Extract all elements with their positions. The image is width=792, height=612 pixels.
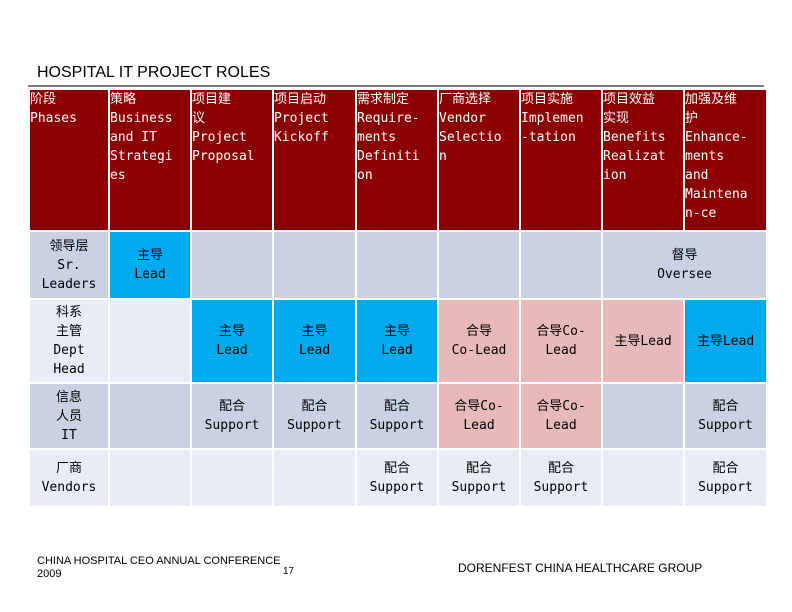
cell-vendors-kickoff bbox=[272, 448, 357, 508]
header-enhancement: 加强及维护 Enhance-ments and Maintena n-ce bbox=[683, 88, 768, 232]
footer-conference: CHINA HOSPITAL CEO ANNUAL CONFERENCE 2009 bbox=[37, 555, 281, 580]
cell-dept-kickoff: 主导 Lead bbox=[272, 298, 357, 384]
title-divider bbox=[28, 85, 764, 87]
header-implementation: 项目实施 Implemen -tation bbox=[519, 88, 603, 232]
row-label-it: 信息 人员 IT bbox=[28, 382, 110, 450]
cell-dept-implementation: 合导Co- Lead bbox=[519, 298, 603, 384]
cell-leaders-requirements bbox=[355, 230, 439, 300]
cell-dept-requirements: 主导 Lead bbox=[355, 298, 439, 384]
cell-dept-vendor: 合导 Co-Lead bbox=[437, 298, 521, 384]
cell-dept-benefits: 主导Lead bbox=[601, 298, 685, 384]
slide-title: HOSPITAL IT PROJECT ROLES bbox=[37, 64, 271, 81]
cell-leaders-kickoff bbox=[272, 230, 357, 300]
cell-vendors-vendor: 配合 Support bbox=[437, 448, 521, 508]
page-number: 17 bbox=[283, 566, 295, 577]
cell-leaders-vendor bbox=[437, 230, 521, 300]
cell-vendors-strategy bbox=[108, 448, 192, 508]
cell-leaders-oversee: 督导 Oversee bbox=[601, 230, 768, 300]
row-label-leaders: 领导层 Sr. Leaders bbox=[28, 230, 110, 300]
cell-it-implementation: 合导Co- Lead bbox=[519, 382, 603, 450]
cell-dept-enhancement: 主导Lead bbox=[683, 298, 768, 384]
cell-vendors-benefits bbox=[601, 448, 685, 508]
cell-leaders-implementation bbox=[519, 230, 603, 300]
cell-leaders-proposal bbox=[190, 230, 274, 300]
cell-it-strategy bbox=[108, 382, 192, 450]
cell-vendors-implementation: 配合 Support bbox=[519, 448, 603, 508]
cell-it-proposal: 配合 Support bbox=[190, 382, 274, 450]
cell-dept-strategy bbox=[108, 298, 192, 384]
row-vendors: 厂商 Vendors 配合 Support 配合 Support 配合 Support … bbox=[28, 448, 768, 508]
cell-it-enhancement: 配合 Support bbox=[683, 382, 768, 450]
cell-it-requirements: 配合 Support bbox=[355, 382, 439, 450]
row-it: 信息 人员 IT 配合 Support 配合 Support 配合 Support 合导C… bbox=[28, 382, 768, 450]
cell-vendors-enhancement: 配合 Support bbox=[683, 448, 768, 508]
header-benefits: 项目效益 实现 Benefits Realizat ion bbox=[601, 88, 685, 232]
header-kickoff: 项目启动 Project Kickoff bbox=[272, 88, 357, 232]
roles-table: 阶段 Phases 策略 Business and IT Strategi es 项目建议… bbox=[28, 88, 768, 508]
cell-it-benefits bbox=[601, 382, 685, 450]
cell-leaders-strategy: 主导 Lead bbox=[108, 230, 192, 300]
header-strategy: 策略 Business and IT Strategi es bbox=[108, 88, 192, 232]
row-label-dept-head: 科系 主管 Dept Head bbox=[28, 298, 110, 384]
header-requirements: 需求制定 Require-ments Definiti on bbox=[355, 88, 439, 232]
row-label-vendors: 厂商 Vendors bbox=[28, 448, 110, 508]
cell-it-vendor: 合导Co- Lead bbox=[437, 382, 521, 450]
header-proposal: 项目建议 Project Proposal bbox=[190, 88, 274, 232]
row-leaders: 领导层 Sr. Leaders 主导 Lead 督导 Oversee bbox=[28, 230, 768, 300]
cell-dept-proposal: 主导 Lead bbox=[190, 298, 274, 384]
row-dept-head: 科系 主管 Dept Head 主导 Lead 主导 Lead 主导 Lead 合导 Co-L… bbox=[28, 298, 768, 384]
header-row: 阶段 Phases 策略 Business and IT Strategi es 项目建议… bbox=[28, 88, 768, 232]
header-vendor-selection: 厂商选择 Vendor Selectio n bbox=[437, 88, 521, 232]
header-phases: 阶段 Phases bbox=[28, 88, 110, 232]
cell-it-kickoff: 配合 Support bbox=[272, 382, 357, 450]
cell-vendors-requirements: 配合 Support bbox=[355, 448, 439, 508]
footer-company: DORENFEST CHINA HEALTHCARE GROUP bbox=[458, 561, 703, 575]
cell-vendors-proposal bbox=[190, 448, 274, 508]
